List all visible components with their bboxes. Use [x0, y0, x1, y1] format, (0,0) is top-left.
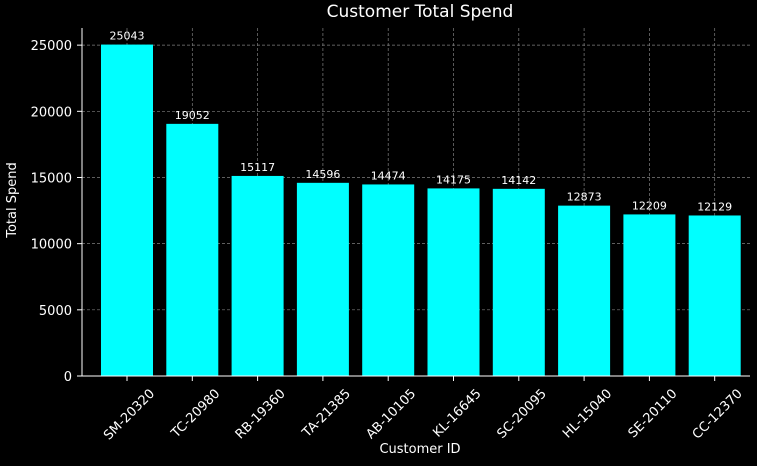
bar-value-label: 14175 [436, 173, 471, 186]
y-tick-label: 15000 [31, 171, 72, 186]
bar-value-label: 14142 [501, 174, 536, 187]
bars: 25043 19052 15117 14596 14474 14175 14142 12873… [101, 30, 741, 376]
y-tick-label: 25000 [31, 39, 72, 54]
bar [362, 184, 415, 376]
bar-value-label: 19052 [175, 109, 210, 122]
bar [492, 188, 545, 376]
bar [427, 188, 480, 376]
y-tick-label: 20000 [31, 105, 72, 120]
y-axis-label: Total Spend [5, 162, 20, 239]
bar [558, 205, 611, 376]
bar-value-label: 14596 [305, 168, 340, 181]
bar [688, 215, 741, 376]
bar-value-label: 15117 [240, 161, 275, 174]
x-axis-label: Customer ID [379, 442, 460, 457]
bar-value-label: 12873 [567, 191, 602, 204]
bar [231, 175, 284, 376]
bar [101, 44, 153, 376]
y-tick-label: 0 [64, 370, 72, 385]
chart-title: Customer Total Spend [327, 2, 514, 22]
y-tick-label: 10000 [31, 238, 72, 253]
bar-value-label: 25043 [110, 30, 145, 43]
bar-value-label: 12129 [697, 200, 732, 213]
bar [623, 214, 676, 376]
bar [296, 182, 349, 376]
bar [166, 123, 219, 376]
bar-value-label: 12209 [632, 199, 667, 212]
y-tick-label: 5000 [39, 304, 72, 319]
bar-value-label: 14474 [371, 169, 406, 182]
